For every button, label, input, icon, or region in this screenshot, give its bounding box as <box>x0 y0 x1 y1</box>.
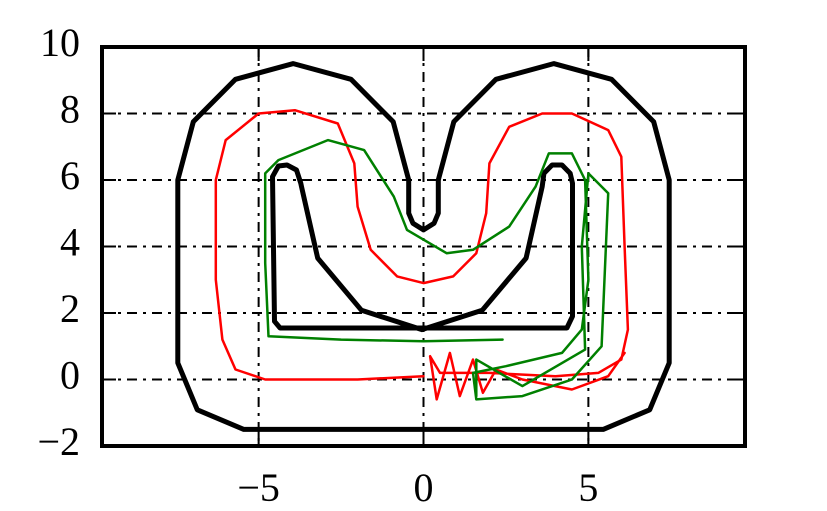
y-tick-label: 6 <box>60 153 80 198</box>
y-tick-label: 10 <box>40 20 80 65</box>
plot-lines <box>175 61 672 432</box>
y-tick-label: −2 <box>37 419 80 464</box>
x-tick-label: −5 <box>237 465 280 510</box>
x-tick-label: 0 <box>414 465 434 510</box>
series-line <box>214 108 630 401</box>
series-line <box>270 162 575 333</box>
y-tick-label: 4 <box>60 220 80 265</box>
tick-labels: −2 0 2 4 6 8 10 −5 0 5 <box>37 20 598 510</box>
y-tick-label: 0 <box>60 353 80 398</box>
y-tick-label: 2 <box>60 286 80 331</box>
x-tick-label: 5 <box>578 465 598 510</box>
series-line <box>263 138 610 401</box>
y-tick-label: 8 <box>60 87 80 132</box>
series-line <box>175 61 672 432</box>
grid <box>102 46 745 447</box>
plot-frame <box>100 45 747 448</box>
